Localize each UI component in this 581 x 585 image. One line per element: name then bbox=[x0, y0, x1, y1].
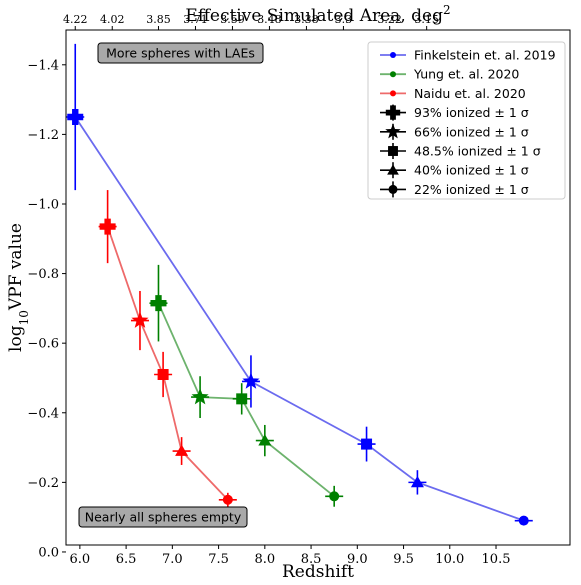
plus-marker bbox=[150, 295, 167, 312]
top-tick-label: 3.22 bbox=[377, 13, 402, 26]
plus-marker bbox=[385, 105, 401, 120]
legend: Finkelstein et. al. 2019 Yung et. al. 202… bbox=[367, 41, 566, 200]
y-tick-label: −1.0 bbox=[27, 197, 59, 212]
annotations: More spheres with LAEs Nearly all spheres… bbox=[78, 42, 264, 528]
y-tick-label: −1.2 bbox=[27, 128, 59, 143]
plus-marker bbox=[99, 218, 116, 235]
x-tick-label: 9.0 bbox=[347, 552, 368, 567]
circle-marker bbox=[222, 494, 233, 505]
y-tick-label: −0.4 bbox=[27, 406, 59, 421]
square-marker bbox=[388, 146, 398, 156]
star-marker bbox=[191, 388, 209, 405]
legend-label: 66% ionized ± 1 σ bbox=[414, 124, 529, 139]
x-axis-title: Redshift bbox=[282, 562, 354, 582]
legend-label: Yung et. al. 2020 bbox=[413, 67, 519, 82]
x-tick-label: 8.5 bbox=[301, 552, 322, 567]
top-tick-label: 4.02 bbox=[100, 13, 125, 26]
top-tick-label: 3.3 bbox=[335, 13, 353, 26]
x-tick-label: 7.5 bbox=[208, 552, 229, 567]
square-marker bbox=[361, 438, 373, 450]
legend-entry: 66% ionized ± 1 σ bbox=[380, 123, 529, 140]
x-tick-label: 10.0 bbox=[435, 552, 464, 567]
x-tick-label: 6.5 bbox=[116, 552, 137, 567]
plus-marker bbox=[67, 108, 84, 125]
x-tick-label: 7.0 bbox=[162, 552, 183, 567]
top-axis-title: Effective Simulated Area, deg2 bbox=[185, 3, 450, 26]
top-tick-label: 4.22 bbox=[63, 13, 88, 26]
legend-label: 48.5% ionized ± 1 σ bbox=[414, 144, 541, 159]
legend-entry: 48.5% ionized ± 1 σ bbox=[380, 143, 541, 159]
circle-marker bbox=[329, 491, 340, 502]
series-layer bbox=[66, 43, 533, 526]
legend-entry: 93% ionized ± 1 σ bbox=[380, 104, 529, 121]
legend-dot bbox=[390, 90, 396, 97]
series-1 bbox=[149, 264, 344, 507]
legend-label: 93% ionized ± 1 σ bbox=[414, 105, 529, 120]
legend-label: 40% ionized ± 1 σ bbox=[414, 163, 529, 178]
y-axis-title: log10VPF value bbox=[6, 223, 31, 352]
triangle-marker bbox=[387, 164, 399, 175]
annotation-background bbox=[78, 506, 248, 528]
legend-label: 22% ionized ± 1 σ bbox=[414, 182, 529, 197]
legend-entry: 40% ionized ± 1 σ bbox=[380, 162, 529, 179]
legend-dot bbox=[390, 52, 396, 58]
y-tick-label: −0.6 bbox=[27, 337, 59, 352]
legend-entry: Naidu et. al. 2020 bbox=[380, 86, 526, 101]
series-2 bbox=[98, 190, 237, 507]
legend-dot bbox=[390, 71, 396, 78]
y-tick-label: 0.0 bbox=[38, 545, 59, 560]
legend-entry: Finkelstein et. al. 2019 bbox=[380, 48, 556, 63]
axes-frame bbox=[65, 29, 571, 546]
circle-marker bbox=[518, 515, 529, 526]
legend-entry: 22% ionized ± 1 σ bbox=[380, 181, 529, 198]
star-marker bbox=[385, 123, 401, 139]
annotation-box: Nearly all spheres empty bbox=[78, 506, 248, 528]
triangle-marker bbox=[175, 444, 189, 456]
x-axis: 6.0 6.5 7.0 7.5 8.0 8.5 9.0 9.5 10.0 10.5 bbox=[70, 545, 511, 567]
annotation-label: More spheres with LAEs bbox=[106, 46, 255, 61]
x-tick-label: 6.0 bbox=[70, 552, 91, 567]
y-tick-label: −1.4 bbox=[27, 58, 59, 73]
legend-entry: Yung et. al. 2020 bbox=[380, 67, 519, 82]
top-tick-label: 3.71 bbox=[183, 13, 208, 26]
y-axis: 0.0 −0.2 −0.4 −0.6 −0.8 −1.0 −1.2 −1.4 bbox=[27, 58, 66, 560]
top-x-axis: 4.22 4.02 3.85 3.71 3.59 3.48 3.38 3.3 3.22 3.15 bbox=[63, 13, 439, 30]
legend-label: Naidu et. al. 2020 bbox=[414, 86, 526, 101]
y-tick-label: −0.8 bbox=[27, 267, 59, 282]
annotation-label: Nearly all spheres empty bbox=[85, 510, 242, 525]
star-marker bbox=[242, 372, 260, 389]
top-tick-label: 3.38 bbox=[294, 13, 319, 26]
legend-box bbox=[367, 41, 566, 200]
legend-label: Finkelstein et. al. 2019 bbox=[414, 48, 556, 63]
annotation-background bbox=[97, 42, 264, 64]
x-tick-label: 10.5 bbox=[482, 552, 511, 567]
triangle-marker bbox=[258, 434, 272, 446]
top-tick-label: 3.15 bbox=[414, 13, 439, 26]
x-tick-label: 8.0 bbox=[254, 552, 275, 567]
circle-marker bbox=[388, 184, 398, 194]
series-0 bbox=[66, 43, 533, 526]
y-tick-label: −0.2 bbox=[27, 476, 59, 491]
top-tick-label: 3.85 bbox=[146, 13, 171, 26]
top-tick-label: 3.59 bbox=[220, 13, 245, 26]
square-marker bbox=[157, 368, 169, 380]
star-marker bbox=[131, 311, 149, 328]
annotation-box: More spheres with LAEs bbox=[97, 42, 264, 64]
x-tick-label: 9.5 bbox=[393, 552, 414, 567]
square-marker bbox=[236, 393, 248, 405]
triangle-marker bbox=[410, 475, 424, 488]
top-tick-label: 3.48 bbox=[257, 13, 282, 26]
series-line bbox=[106, 226, 229, 501]
